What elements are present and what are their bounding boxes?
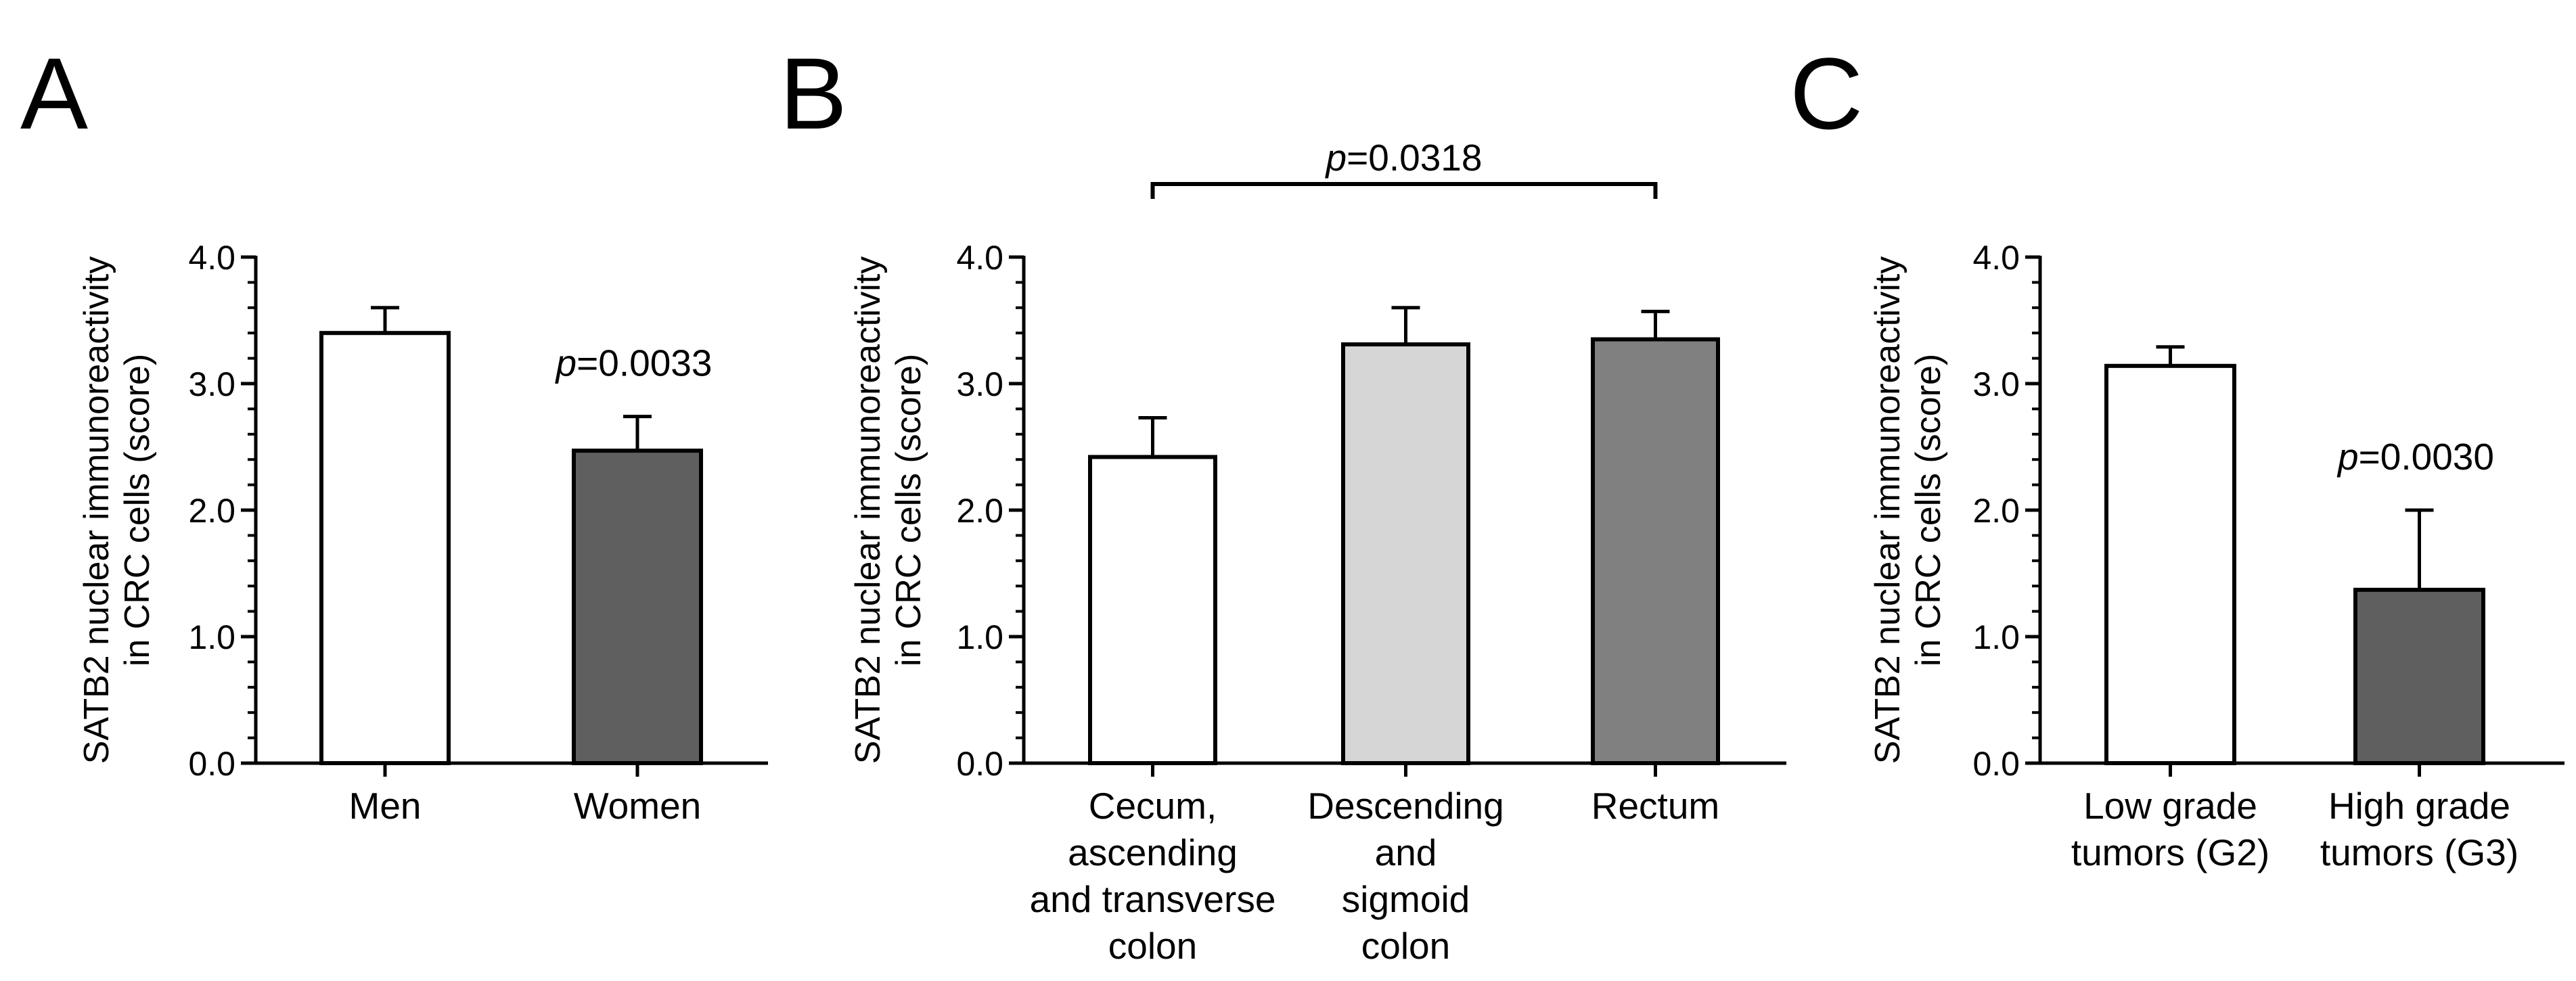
- x-tick-label: High grade: [2328, 785, 2510, 827]
- p-value-label: p=0.0030: [2336, 436, 2494, 478]
- x-tick-label: Descending: [1307, 785, 1504, 827]
- bar: [1341, 342, 1470, 765]
- x-tick-label: and: [1375, 831, 1437, 873]
- x-tick-label: Women: [574, 785, 702, 827]
- y-tick-label: 0.0: [1972, 745, 2020, 783]
- x-tick-label: Men: [349, 785, 422, 827]
- panel-letter: B: [779, 37, 847, 150]
- y-tick-label: 2.0: [188, 492, 235, 530]
- y-tick-label: 0.0: [956, 745, 1003, 783]
- x-tick-label: tumors (G3): [2320, 831, 2518, 873]
- y-axis-label: in CRC cells (score): [1909, 354, 1948, 666]
- y-axis-label: in CRC cells (score): [118, 354, 157, 666]
- bar: [1088, 455, 1217, 766]
- y-tick-label: 1.0: [956, 618, 1003, 656]
- x-tick-label: sigmoid: [1342, 878, 1470, 920]
- y-tick-label: 2.0: [956, 492, 1003, 530]
- y-tick-label: 1.0: [188, 618, 235, 656]
- y-axis-label: in CRC cells (score): [889, 354, 928, 666]
- bar: [2353, 587, 2485, 765]
- y-axis-label: SATB2 nuclear immunoreactivity: [77, 256, 116, 764]
- y-tick-label: 3.0: [1972, 365, 2020, 403]
- p-value-label: p=0.0318: [1325, 137, 1483, 179]
- p-value-label: p=0.0033: [555, 342, 713, 384]
- panel-letter: C: [1790, 37, 1863, 150]
- y-tick-label: 3.0: [956, 365, 1003, 403]
- y-tick-label: 0.0: [188, 745, 235, 783]
- x-tick-label: Cecum,: [1089, 785, 1217, 827]
- p-value-number: =0.0318: [1347, 137, 1482, 179]
- x-tick-label: Low grade: [2083, 785, 2257, 827]
- x-tick-label: colon: [1361, 925, 1450, 967]
- y-tick-label: 4.0: [188, 239, 235, 277]
- y-tick-label: 1.0: [1972, 618, 2020, 656]
- y-axis-label: SATB2 nuclear immunoreactivity: [1868, 256, 1907, 764]
- panel-c: C SATB2 nuclear immunoreactivity in CRC ce…: [1790, 37, 2564, 873]
- p-value-symbol: p: [555, 342, 577, 384]
- x-tick-label: ascending: [1068, 831, 1238, 873]
- x-tick-label: Rectum: [1591, 785, 1720, 827]
- panel-b: B SATB2 nuclear immunoreactivity in CRC ce…: [779, 37, 1786, 967]
- y-tick-label: 4.0: [956, 239, 1003, 277]
- x-tick-label: tumors (G2): [2071, 831, 2269, 873]
- panel-letter: A: [20, 37, 88, 150]
- y-tick-label: 2.0: [1972, 492, 2020, 530]
- panel-a: A SATB2 nuclear immunoreactivity in CRC ce…: [20, 37, 768, 827]
- bar: [319, 331, 451, 765]
- significance-bracket: [1150, 182, 1658, 199]
- y-axis-label: SATB2 nuclear immunoreactivity: [849, 256, 888, 764]
- p-value-number: =0.0030: [2359, 436, 2494, 478]
- p-value-symbol: p: [2336, 436, 2359, 478]
- p-value-symbol: p: [1325, 137, 1347, 179]
- x-tick-label: colon: [1108, 925, 1197, 967]
- bar: [1591, 337, 1720, 765]
- y-tick-label: 4.0: [1972, 239, 2020, 277]
- p-value-number: =0.0033: [577, 342, 712, 384]
- bar: [572, 449, 703, 765]
- bar: [2104, 363, 2236, 765]
- x-tick-label: and transverse: [1030, 878, 1276, 920]
- y-tick-label: 3.0: [188, 365, 235, 403]
